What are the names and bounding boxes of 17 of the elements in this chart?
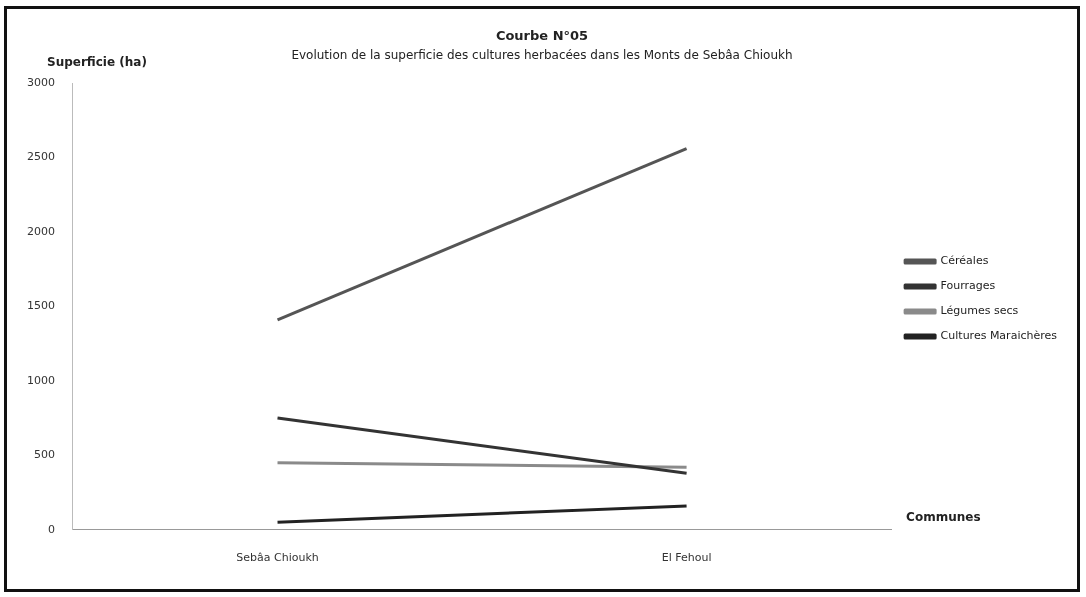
y-axis-title: Superficie (ha) — [47, 55, 147, 70]
legend-label: Cultures Maraichères — [940, 329, 1058, 343]
x-tick-label: El Fehoul — [661, 551, 712, 565]
legend-label: Fourrages — [940, 279, 996, 293]
y-tick-label: 1500 — [26, 299, 55, 313]
chart-title: Courbe N°05 — [495, 28, 589, 44]
y-tick-label: 2000 — [26, 224, 55, 238]
legend-label: Céréales — [940, 254, 989, 268]
y-tick-label: 1000 — [26, 373, 55, 387]
x-tick-label: Sebâa Chioukh — [236, 551, 319, 565]
y-tick-label: 2500 — [26, 150, 55, 164]
y-tick-label: 500 — [33, 448, 55, 462]
legend-label: Légumes secs — [940, 304, 1019, 318]
y-tick-label: 3000 — [26, 75, 55, 89]
chart-subtitle: Evolution de la superficie des cultures herbacées dans les Monts de Sebâa Chioukh — [291, 47, 793, 62]
x-axis-title: Communes — [906, 509, 981, 524]
y-tick-label: 0 — [47, 522, 55, 536]
